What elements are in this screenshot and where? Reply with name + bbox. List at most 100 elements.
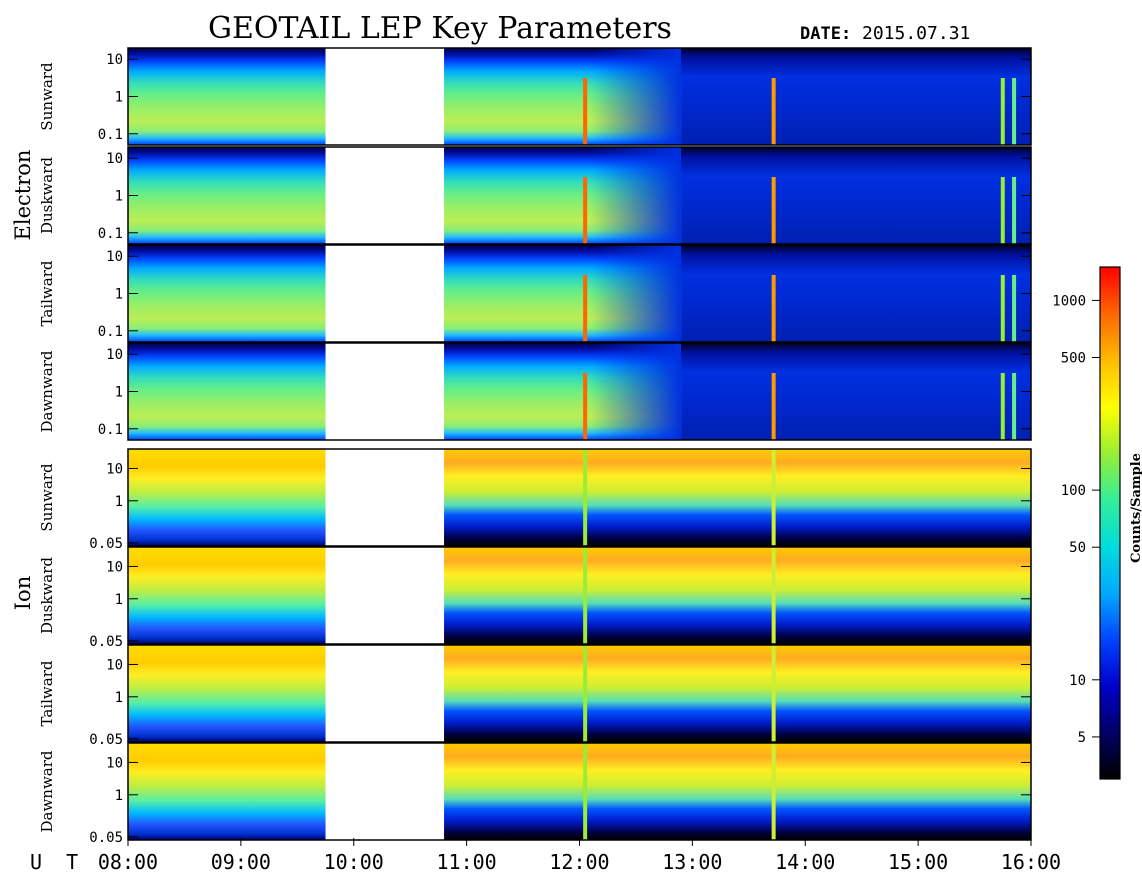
- x-tick-label: 11:00: [437, 850, 497, 874]
- y-tick-label: 1: [115, 592, 123, 608]
- spectrogram-segment-early: [128, 645, 326, 742]
- burst-streak: [771, 449, 776, 546]
- burst-streak: [583, 177, 588, 244]
- spectrogram-segment-early: [128, 245, 326, 342]
- burst-streak: [771, 275, 776, 342]
- burst-streak: [1000, 275, 1005, 342]
- group-label-electron: Electron: [11, 150, 35, 241]
- burst-streak: [583, 645, 588, 742]
- low-flux-transition: [590, 147, 682, 244]
- colorbar-tick-label: 10: [1069, 673, 1086, 689]
- panel-ion-duskward: 10 1 0.05 Duskward: [38, 546, 1032, 650]
- spectrogram-segment-early: [128, 48, 326, 145]
- colorbar-ticks: 1000 500 100 50 10 5: [1052, 293, 1100, 746]
- y-tick-label: 0.05: [89, 732, 123, 748]
- burst-streak: [1012, 373, 1017, 440]
- y-tick-label: 1: [115, 690, 123, 706]
- y-tick-label: 1: [115, 788, 123, 804]
- x-tick-label: 16:00: [1001, 850, 1061, 874]
- panel-frame: [127, 448, 1032, 547]
- x-tick-label: 10:00: [324, 850, 384, 874]
- y-tick-label: 10: [106, 461, 123, 477]
- y-tick-label: 0.05: [89, 536, 123, 552]
- y-tick-label: 10: [106, 755, 123, 771]
- panel-ion-tailward: 10 1 0.05 Tailward: [38, 644, 1032, 748]
- direction-label: Tailward: [38, 660, 56, 726]
- x-tick-label: 09:00: [211, 850, 271, 874]
- spectrogram-segment-early: [128, 147, 326, 244]
- burst-streak: [583, 275, 588, 342]
- y-tick-label: 10: [106, 657, 123, 673]
- burst-streak: [771, 177, 776, 244]
- burst-streak: [771, 78, 776, 145]
- colorbar-label: Counts/Sample: [1129, 453, 1142, 563]
- panel-electron-tailward: 10 1 0.1 Tailward: [38, 244, 1032, 343]
- y-tick-label: 1: [115, 385, 123, 401]
- spectrogram-segment-late: [444, 743, 1031, 840]
- chart-title: GEOTAIL LEP Key Parameters: [208, 11, 672, 46]
- y-tick-label: 10: [106, 559, 123, 575]
- y-tick-label: 0.1: [98, 422, 123, 438]
- burst-streak: [771, 547, 776, 644]
- burst-streak: [1012, 177, 1017, 244]
- low-flux-transition: [590, 48, 682, 145]
- date-label: DATE:: [800, 24, 851, 44]
- y-tick-label: 10: [106, 52, 123, 68]
- low-flux-region: [681, 147, 1031, 244]
- burst-streak: [583, 373, 588, 440]
- burst-streak: [771, 743, 776, 840]
- spectrogram-segment-late: [444, 645, 1031, 742]
- panel-frame: [127, 546, 1032, 645]
- y-tick-label: 10: [106, 249, 123, 265]
- y-tick-label: 1: [115, 287, 123, 303]
- y-tick-label: 1: [115, 90, 123, 106]
- y-tick-label: 1: [115, 494, 123, 510]
- burst-streak: [1000, 373, 1005, 440]
- burst-streak: [583, 743, 588, 840]
- direction-label: Dawnward: [38, 750, 56, 832]
- panel-ion-sunward: 10 1 0.05 Sunward: [38, 448, 1032, 552]
- y-tick-label: 0.1: [98, 226, 123, 242]
- low-flux-region: [681, 48, 1031, 145]
- x-tick-label: 12:00: [549, 850, 609, 874]
- colorbar-tick-label: 1000: [1052, 293, 1086, 309]
- burst-streak: [583, 547, 588, 644]
- colorbar-gradient: [1099, 266, 1121, 780]
- panel-electron-dawnward: 10 1 0.1 Dawnward: [38, 342, 1032, 441]
- direction-label: Duskward: [38, 557, 56, 634]
- panel-electron-sunward: 10 1 0.1 Sunward: [38, 47, 1032, 146]
- direction-label: Sunward: [38, 62, 56, 131]
- spectrogram-segment-late: [444, 547, 1031, 644]
- colorbar-tick-label: 500: [1061, 351, 1086, 367]
- group-label-ion: Ion: [11, 576, 35, 610]
- x-axis-ticks: 08:00 09:00 10:00 11:00 12:00 13:00 14:00 15:00…: [98, 838, 1061, 874]
- y-tick-label: 10: [106, 151, 123, 167]
- burst-streak: [583, 449, 588, 546]
- spectrogram-segment-early: [128, 449, 326, 546]
- burst-streak: [1000, 177, 1005, 244]
- direction-label: Duskward: [38, 157, 56, 234]
- y-tick-label: 0.05: [89, 830, 123, 846]
- colorbar-tick-label: 100: [1061, 483, 1086, 499]
- spectrogram-segment-early: [128, 547, 326, 644]
- spectrogram-panels: 10 1 0.1 Sunward 10 1 0.1 Duskward 10 1 0.1 Tailwar…: [38, 47, 1032, 846]
- panel-electron-duskward: 10 1 0.1 Duskward: [38, 146, 1032, 245]
- spectrogram-segment-early: [128, 343, 326, 440]
- panel-ion-dawnward: 10 1 0.05 Dawnward: [38, 742, 1032, 846]
- burst-streak: [1000, 78, 1005, 145]
- burst-streak: [1012, 275, 1017, 342]
- spectrogram-segment-early: [128, 743, 326, 840]
- colorbar-tick-label: 50: [1069, 540, 1086, 556]
- y-tick-label: 0.1: [98, 324, 123, 340]
- date-value: 2015.07.31: [862, 23, 970, 44]
- y-tick-label: 0.05: [89, 634, 123, 650]
- burst-streak: [771, 645, 776, 742]
- low-flux-region: [681, 343, 1031, 440]
- y-tick-label: 0.1: [98, 127, 123, 143]
- panel-frame: [127, 644, 1032, 743]
- direction-label: Tailward: [38, 260, 56, 326]
- x-tick-label: 13:00: [662, 850, 722, 874]
- spectrogram-segment-late: [444, 449, 1031, 546]
- y-tick-label: 10: [106, 347, 123, 363]
